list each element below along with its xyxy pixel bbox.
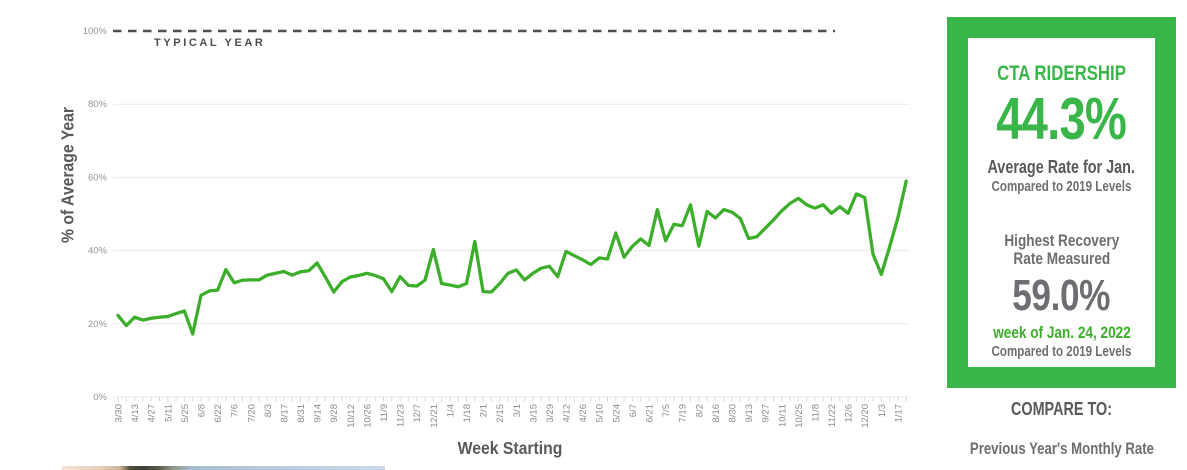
y-axis-title: % of Average Year [57, 107, 78, 243]
highest-rate-value: 59.0% [1012, 270, 1111, 320]
svg-text:6/8: 6/8 [197, 404, 208, 417]
svg-text:3/29: 3/29 [545, 404, 556, 423]
average-rate-label: Average Rate for Jan. [987, 157, 1136, 178]
photo-edge-sliver [62, 466, 385, 470]
svg-text:7/19: 7/19 [678, 404, 689, 423]
svg-text:3/15: 3/15 [528, 404, 539, 423]
svg-text:12/6: 12/6 [844, 404, 855, 423]
svg-text:10/25: 10/25 [794, 404, 805, 428]
svg-text:12/20: 12/20 [860, 404, 871, 428]
ridership-line-chart: 0% 20% 40% 60% 80% 100% 3/30 4/13 4/27 5/11 5/25 6/… [83, 26, 910, 428]
average-rate-sublabel: Compared to 2019 Levels [991, 178, 1132, 195]
svg-text:5/11: 5/11 [163, 404, 174, 422]
highest-rate-sublabel: Compared to 2019 Levels [991, 343, 1132, 360]
svg-text:6/21: 6/21 [645, 404, 656, 423]
svg-text:11/22: 11/22 [827, 404, 838, 427]
svg-text:8/17: 8/17 [279, 404, 290, 423]
svg-text:12/7: 12/7 [412, 404, 423, 423]
svg-text:100%: 100% [83, 26, 108, 37]
svg-text:8/31: 8/31 [296, 404, 307, 423]
svg-text:5/10: 5/10 [595, 404, 606, 423]
average-rate-value: 44.3% [996, 86, 1128, 152]
svg-text:1/17: 1/17 [893, 404, 904, 423]
svg-text:11/23: 11/23 [396, 404, 407, 427]
svg-text:8/3: 8/3 [263, 404, 274, 417]
svg-text:2/15: 2/15 [495, 404, 506, 423]
svg-text:20%: 20% [88, 319, 108, 330]
compare-option-button[interactable]: Previous Year's Monthly Rate [947, 440, 1176, 459]
svg-text:9/14: 9/14 [313, 404, 324, 423]
svg-text:80%: 80% [88, 99, 108, 110]
svg-text:60%: 60% [88, 172, 108, 183]
svg-text:1/4: 1/4 [445, 404, 456, 417]
svg-text:12/21: 12/21 [429, 404, 440, 428]
svg-text:9/13: 9/13 [744, 404, 755, 423]
svg-text:2/1: 2/1 [479, 404, 490, 417]
svg-text:40%: 40% [88, 246, 108, 257]
svg-text:9/28: 9/28 [329, 404, 340, 423]
highest-rate-label: Highest Recovery Rate Measured [1004, 230, 1119, 269]
svg-text:6/7: 6/7 [628, 404, 639, 417]
svg-text:7/20: 7/20 [246, 404, 257, 423]
svg-text:1/18: 1/18 [462, 404, 473, 423]
svg-text:11/8: 11/8 [810, 404, 821, 422]
panel-title: CTA RIDERSHIP [997, 62, 1126, 85]
svg-text:7/6: 7/6 [230, 404, 241, 417]
x-axis-title: Week Starting [457, 438, 563, 458]
svg-text:4/27: 4/27 [147, 404, 158, 423]
svg-text:9/27: 9/27 [761, 404, 772, 423]
svg-text:7/5: 7/5 [661, 404, 672, 417]
svg-text:4/26: 4/26 [578, 404, 589, 423]
svg-text:4/13: 4/13 [130, 404, 141, 423]
svg-text:8/30: 8/30 [728, 404, 739, 423]
svg-text:11/9: 11/9 [379, 404, 390, 422]
svg-text:8/2: 8/2 [694, 404, 705, 417]
svg-text:4/12: 4/12 [562, 404, 573, 423]
svg-text:10/12: 10/12 [346, 404, 357, 428]
svg-text:8/16: 8/16 [711, 404, 722, 423]
svg-text:5/24: 5/24 [611, 404, 622, 423]
typical-year-label: TYPICAL YEAR [154, 37, 266, 49]
svg-text:10/26: 10/26 [362, 404, 373, 428]
svg-text:3/1: 3/1 [512, 404, 523, 417]
compare-to-heading: COMPARE TO: [1010, 399, 1113, 419]
svg-text:0%: 0% [93, 392, 107, 403]
summary-panel: CTA RIDERSHIP 44.3% Average Rate for Jan… [947, 17, 1176, 388]
svg-text:6/22: 6/22 [213, 404, 224, 423]
svg-text:10/11: 10/11 [777, 404, 788, 427]
svg-text:3/30: 3/30 [114, 404, 125, 423]
chart-region: 0% 20% 40% 60% 80% 100% 3/30 4/13 4/27 5/11 5/25 6/… [57, 26, 910, 458]
svg-text:1/3: 1/3 [877, 404, 888, 417]
highest-rate-week: week of Jan. 24, 2022 [992, 323, 1131, 343]
svg-text:5/25: 5/25 [180, 404, 191, 423]
